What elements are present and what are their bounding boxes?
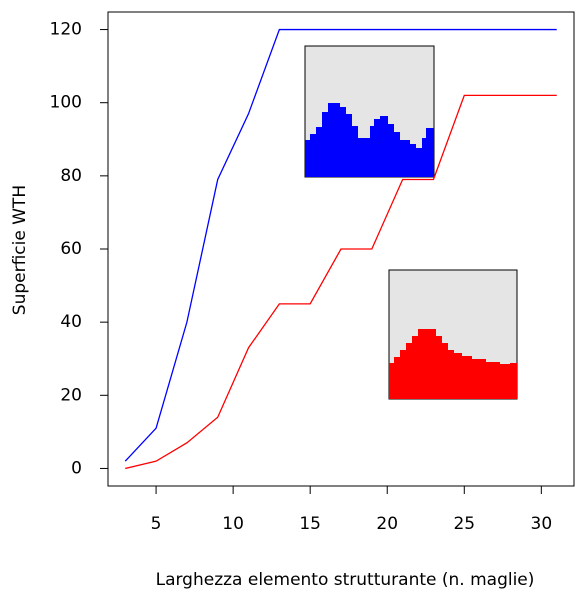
series-line — [125, 94, 557, 470]
y-tick-label: 60 — [60, 239, 82, 259]
y-tick-label: 0 — [71, 458, 82, 478]
inset-blue — [304, 45, 435, 178]
y-axis-title: Superficie WTH — [10, 185, 30, 315]
y-tick-label: 100 — [50, 93, 82, 113]
x-tick-label: 25 — [453, 514, 475, 534]
inset-red — [388, 269, 518, 400]
y-tick-label: 20 — [60, 385, 82, 405]
x-tick-label: 30 — [531, 514, 553, 534]
x-tick-label: 15 — [299, 514, 321, 534]
x-tick-label: 20 — [376, 514, 398, 534]
inset-profile — [305, 103, 434, 177]
x-axis-title: Larghezza elemento strutturante (n. magl… — [156, 570, 535, 590]
y-tick-label: 40 — [60, 312, 82, 332]
inset-profile — [389, 329, 517, 399]
x-tick-label: 10 — [222, 514, 244, 534]
x-tick-label: 5 — [151, 514, 162, 534]
y-tick-label: 120 — [50, 20, 82, 40]
y-tick-label: 80 — [60, 166, 82, 186]
series-line — [124, 28, 557, 462]
